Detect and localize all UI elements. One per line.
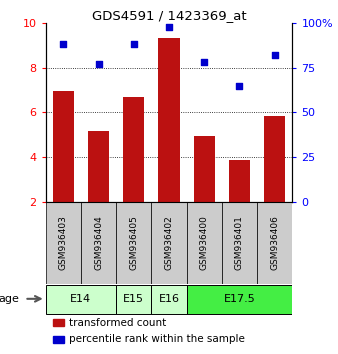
Text: GSM936401: GSM936401: [235, 215, 244, 270]
Bar: [116, 285, 151, 314]
Text: percentile rank within the sample: percentile rank within the sample: [69, 334, 245, 344]
Bar: [159, 38, 179, 202]
Bar: [88, 131, 109, 202]
Bar: [222, 202, 257, 284]
Bar: [151, 285, 187, 314]
Point: [201, 59, 207, 65]
Bar: [53, 319, 64, 326]
Text: E16: E16: [159, 294, 179, 304]
Bar: [194, 136, 215, 202]
Text: GSM936406: GSM936406: [270, 215, 279, 270]
Text: GSM936403: GSM936403: [59, 215, 68, 270]
Bar: [46, 202, 81, 284]
Bar: [53, 336, 64, 343]
Point: [61, 42, 66, 47]
Bar: [116, 202, 151, 284]
Text: E15: E15: [123, 294, 144, 304]
Point: [96, 61, 101, 67]
Text: GSM936400: GSM936400: [200, 215, 209, 270]
Text: GSM936402: GSM936402: [165, 215, 173, 270]
Bar: [187, 202, 222, 284]
Text: GSM936405: GSM936405: [129, 215, 138, 270]
Text: E14: E14: [70, 294, 92, 304]
Bar: [123, 97, 144, 202]
Text: transformed count: transformed count: [69, 318, 166, 328]
Bar: [257, 202, 292, 284]
Bar: [229, 160, 250, 202]
Title: GDS4591 / 1423369_at: GDS4591 / 1423369_at: [92, 9, 246, 22]
Bar: [81, 202, 116, 284]
Point: [237, 83, 242, 88]
Bar: [46, 285, 116, 314]
Bar: [151, 202, 187, 284]
Text: E17.5: E17.5: [224, 294, 256, 304]
Bar: [264, 116, 285, 202]
Text: age: age: [0, 294, 19, 304]
Text: GSM936404: GSM936404: [94, 215, 103, 270]
Bar: [53, 91, 74, 202]
Point: [131, 42, 137, 47]
Bar: [187, 285, 292, 314]
Point: [166, 24, 172, 29]
Point: [272, 52, 277, 58]
